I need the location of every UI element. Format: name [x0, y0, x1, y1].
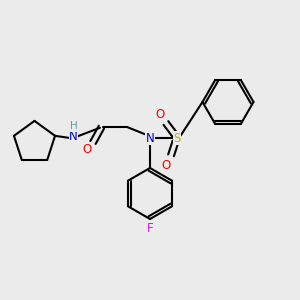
- Text: O: O: [82, 142, 91, 156]
- Text: H: H: [70, 121, 77, 131]
- Text: O: O: [162, 159, 171, 172]
- Text: N: N: [69, 130, 78, 143]
- Text: N: N: [146, 131, 154, 145]
- Text: S: S: [173, 131, 181, 145]
- Text: O: O: [155, 108, 164, 121]
- Text: F: F: [147, 221, 153, 235]
